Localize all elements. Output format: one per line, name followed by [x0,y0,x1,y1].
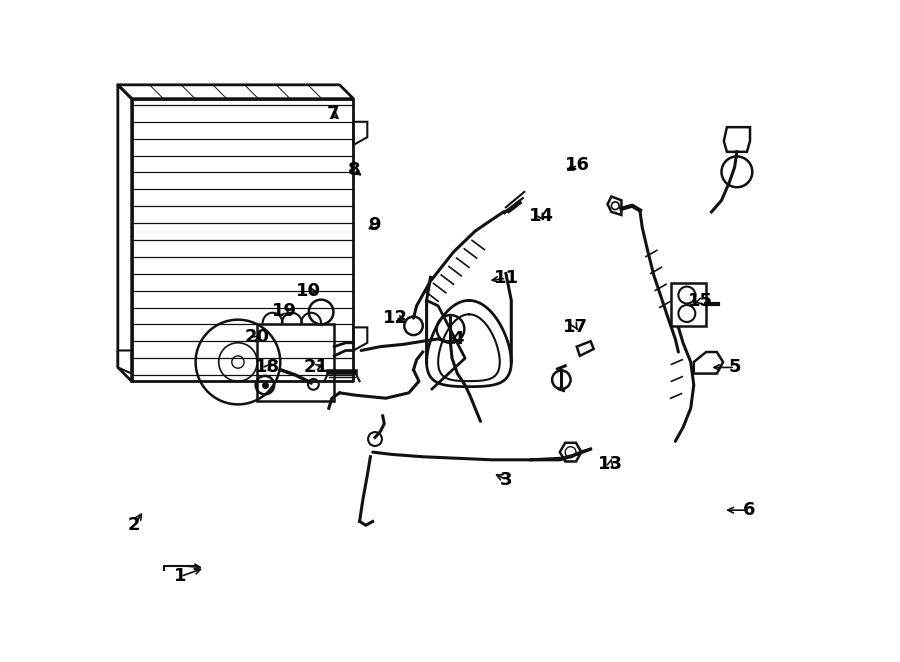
Text: 2: 2 [128,516,140,534]
Text: 15: 15 [688,292,713,310]
Text: 5: 5 [729,358,742,377]
Text: 13: 13 [598,455,623,473]
Text: 3: 3 [500,471,512,489]
Text: 7: 7 [327,105,339,123]
Text: 12: 12 [382,309,408,327]
Text: 14: 14 [528,207,554,225]
Text: 4: 4 [452,330,464,348]
Text: 19: 19 [272,303,297,320]
Text: 11: 11 [494,269,518,287]
Text: 18: 18 [255,358,280,377]
Text: 20: 20 [244,328,269,346]
Text: 8: 8 [347,161,360,179]
Text: 21: 21 [303,358,328,377]
Polygon shape [560,443,581,461]
Text: 17: 17 [563,318,588,336]
Text: 6: 6 [742,501,755,519]
Text: 9: 9 [368,216,381,234]
Text: 16: 16 [565,156,590,174]
Text: 1: 1 [175,567,187,585]
Text: 10: 10 [296,282,321,300]
